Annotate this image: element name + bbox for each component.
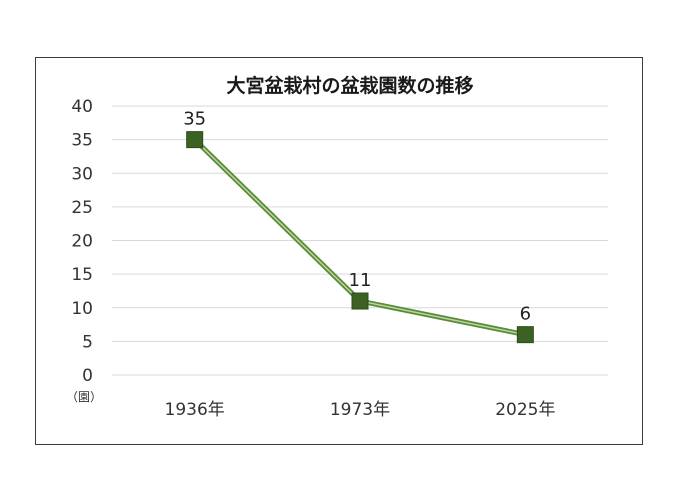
y-tick-label: 30	[71, 164, 93, 184]
x-tick-label: 1973年	[330, 400, 390, 420]
data-point-marker	[351, 292, 369, 310]
y-tick-label: 5	[82, 332, 93, 352]
data-point-marker	[186, 131, 204, 149]
data-label: 35	[183, 109, 206, 130]
y-tick-label: 40	[71, 97, 93, 117]
data-point-marker	[516, 326, 534, 344]
y-tick-label: 35	[71, 131, 93, 151]
y-unit-label: （園）	[66, 390, 102, 404]
x-tick-label: 1936年	[165, 400, 225, 420]
data-label: 6	[520, 304, 531, 325]
x-tick-label: 2025年	[495, 400, 555, 420]
data-label: 11	[349, 270, 372, 291]
y-tick-label: 20	[71, 232, 93, 252]
y-tick-label: 15	[71, 265, 93, 285]
chart-frame	[35, 57, 643, 445]
y-tick-label: 10	[71, 299, 93, 319]
y-tick-label: 25	[71, 198, 93, 218]
y-tick-label: 0	[82, 366, 93, 386]
chart-title: 大宮盆栽村の盆栽園数の推移	[226, 74, 473, 97]
